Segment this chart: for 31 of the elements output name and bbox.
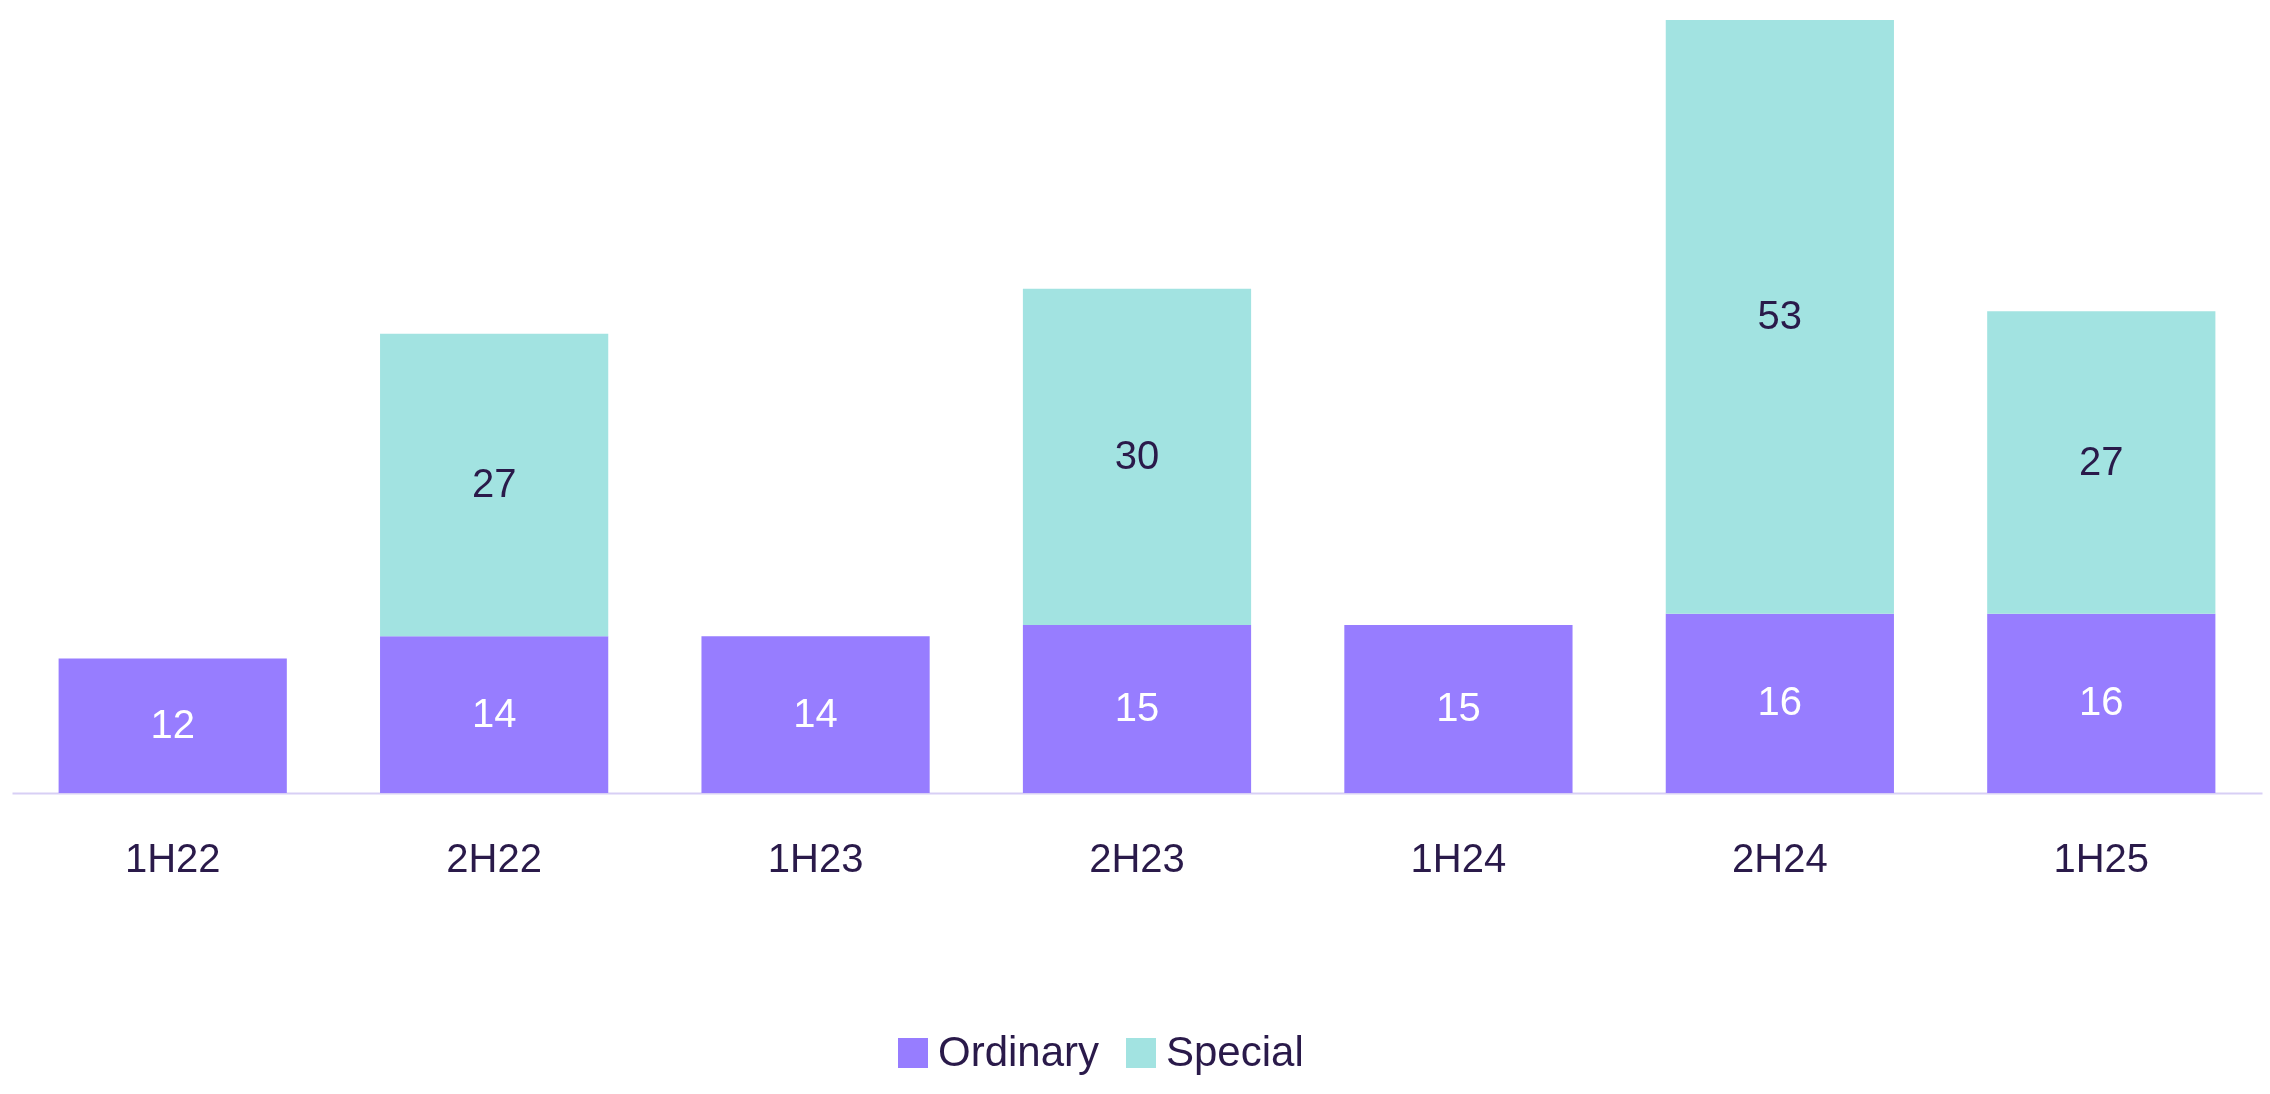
bar [380, 636, 609, 793]
data-label: 16 [2079, 679, 2124, 724]
legend-label: Special [1166, 1028, 1304, 1075]
bar [380, 333, 609, 637]
x-tick-label: 1H23 [767, 835, 864, 880]
bar [1987, 613, 2216, 793]
data-label: 16 [1757, 679, 1803, 724]
data-label: 15 [1436, 684, 1481, 729]
x-tick-label: 1H22 [124, 835, 221, 880]
bar [1665, 20, 1894, 614]
x-tick-label: 2H23 [1089, 835, 1185, 880]
bar [1022, 624, 1252, 793]
data-label: 14 [793, 690, 838, 735]
x-tick-label: 2H24 [1732, 835, 1828, 880]
data-label: 14 [471, 690, 517, 735]
x-tick-label: 2H22 [446, 835, 542, 880]
legend-label: Ordinary [938, 1028, 1100, 1075]
bar [701, 636, 930, 793]
data-label: 27 [2079, 438, 2124, 483]
data-label: 15 [1114, 684, 1160, 729]
data-label: 12 [150, 701, 195, 746]
x-tick-label: 1H24 [1410, 835, 1507, 880]
bar [58, 658, 287, 793]
bar [1987, 311, 2216, 614]
bar [1344, 624, 1573, 793]
data-label: 30 [1114, 432, 1160, 477]
data-label: 53 [1757, 292, 1803, 337]
data-label: 27 [471, 460, 517, 505]
bar [1022, 288, 1252, 625]
bar [1665, 613, 1894, 793]
x-tick-label: 1H25 [2053, 835, 2150, 880]
